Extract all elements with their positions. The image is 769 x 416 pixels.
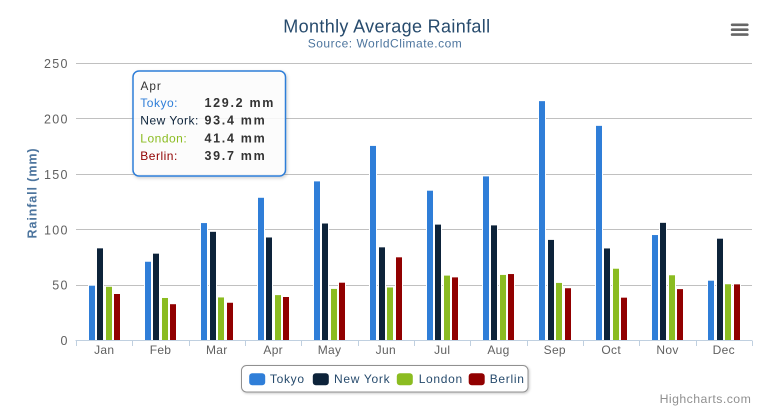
svg-text:39.7 mm: 39.7 mm xyxy=(205,149,267,163)
svg-text:Highcharts.com: Highcharts.com xyxy=(660,392,752,406)
svg-text:Nov: Nov xyxy=(656,343,678,357)
svg-text:Apr: Apr xyxy=(141,79,162,93)
svg-text:0: 0 xyxy=(61,334,69,348)
svg-text:Rainfall (mm): Rainfall (mm) xyxy=(26,148,40,239)
svg-text:New York: New York xyxy=(334,372,391,386)
svg-text:Oct: Oct xyxy=(601,343,621,357)
svg-text:Monthly Average Rainfall: Monthly Average Rainfall xyxy=(283,17,490,37)
svg-text:50: 50 xyxy=(52,279,69,293)
svg-text:41.4 mm: 41.4 mm xyxy=(205,131,267,145)
svg-text:Dec: Dec xyxy=(713,343,735,357)
svg-text:New York:: New York: xyxy=(140,114,199,128)
svg-text:Mar: Mar xyxy=(206,343,228,357)
svg-text:Tokyo:: Tokyo: xyxy=(140,96,178,110)
svg-text:Apr: Apr xyxy=(263,343,283,357)
svg-text:London:: London: xyxy=(140,131,187,145)
svg-text:150: 150 xyxy=(44,168,69,182)
svg-text:Source: WorldClimate.com: Source: WorldClimate.com xyxy=(308,36,463,50)
svg-text:Sep: Sep xyxy=(544,343,566,357)
svg-text:May: May xyxy=(318,343,342,357)
svg-text:London: London xyxy=(419,372,463,386)
svg-text:Feb: Feb xyxy=(150,343,172,357)
svg-text:250: 250 xyxy=(44,57,69,71)
svg-text:Berlin:: Berlin: xyxy=(140,149,178,163)
svg-text:Berlin: Berlin xyxy=(490,372,525,386)
svg-text:Jan: Jan xyxy=(94,343,114,357)
svg-text:100: 100 xyxy=(44,223,69,237)
svg-text:Jul: Jul xyxy=(434,343,450,357)
svg-text:93.4 mm: 93.4 mm xyxy=(205,114,267,128)
svg-text:Jun: Jun xyxy=(376,343,396,357)
svg-text:Tokyo: Tokyo xyxy=(270,372,305,386)
svg-text:200: 200 xyxy=(44,112,69,126)
svg-text:Aug: Aug xyxy=(487,343,509,357)
svg-text:129.2 mm: 129.2 mm xyxy=(205,96,276,110)
